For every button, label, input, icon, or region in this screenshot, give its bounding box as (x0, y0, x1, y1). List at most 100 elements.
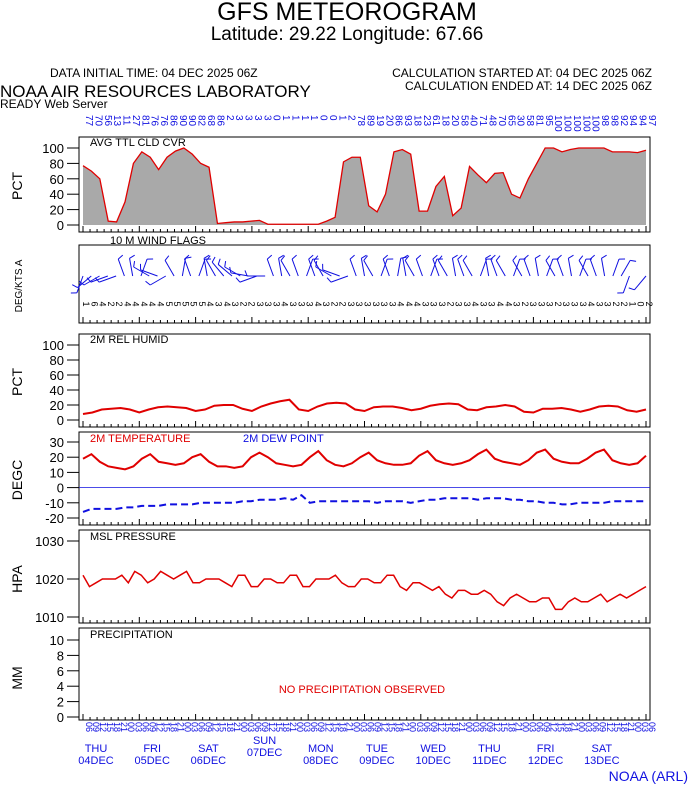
cloud-top-label: 18 (411, 115, 422, 127)
wind-barb-flag (556, 254, 562, 260)
wind-barb (382, 258, 390, 277)
hour-label: 00 (577, 722, 587, 732)
wind-barb-flag (578, 255, 584, 261)
wind-speed-label: 3 (561, 301, 571, 306)
hour-label: 21 (344, 722, 354, 732)
wind-barb (437, 260, 448, 277)
y-axis-label: DEG/KTS A (14, 259, 25, 312)
wind-barb-flag (363, 255, 368, 261)
cloud-top-label: 1 (280, 115, 291, 121)
wind-speed-label: 3 (288, 301, 298, 306)
cloud-top-label: 0 (318, 115, 329, 121)
wind-speed-label: 4 (147, 301, 157, 306)
calc-started: CALCULATION STARTED AT: 04 DEC 2025 06Z (392, 66, 652, 80)
wind-barb (315, 266, 332, 277)
y-axis-label: PCT (9, 368, 25, 396)
hour-label: 09 (373, 722, 383, 732)
wind-barb-flag (361, 254, 367, 259)
wind-speed-label: 0 (636, 301, 646, 306)
page-title: GFS METEOROGRAM (217, 0, 477, 26)
wind-speed-label: 3 (420, 301, 430, 306)
y-tick-label: 6 (57, 664, 64, 679)
wind-barb-flag (86, 277, 92, 283)
y-tick-label: 100 (42, 141, 64, 156)
wind-speed-label: 3 (437, 301, 447, 306)
wind-barb-flag (495, 255, 501, 261)
wind-speed-label: 2 (611, 301, 621, 306)
hour-label: 09 (204, 722, 214, 732)
wind-speed-label: 3 (454, 301, 464, 306)
wind-speed-label: 5 (172, 301, 182, 306)
hour-label: 18 (506, 722, 516, 732)
cloud-top-label: 20 (383, 115, 394, 127)
wind-barb (291, 258, 299, 277)
wind-barb-flag (206, 255, 211, 261)
wind-barb-flag (313, 255, 319, 261)
wind-speed-label: 5 (197, 301, 207, 306)
wind-speed-label: 4 (280, 301, 290, 306)
hour-label: 18 (337, 722, 347, 732)
wind-speed-label: 6 (89, 301, 99, 306)
cloud-top-label: 76 (149, 115, 160, 127)
wind-barb (203, 258, 208, 277)
cloud-top-label: 100 (590, 115, 601, 132)
wind-speed-label: 5 (180, 301, 190, 306)
hour-label: 15 (105, 722, 115, 732)
wind-barb (278, 258, 283, 277)
wind-barb (90, 275, 109, 283)
hour-label: 15 (330, 722, 340, 732)
wind-speed-label: 4 (404, 301, 414, 306)
cloud-top-label: 89 (365, 115, 376, 127)
wind-barb (360, 258, 365, 277)
y-tick-label: 0 (57, 710, 64, 725)
date-label: 04DEC (78, 755, 114, 767)
wind-barb-flag (545, 255, 551, 261)
wind-barb-flag (129, 254, 135, 259)
wind-speed-label: 3 (213, 301, 223, 306)
day-of-week-label: SUN (253, 735, 276, 747)
hour-label: 06 (253, 722, 263, 732)
cloud-top-label: 86 (393, 115, 404, 127)
wind-barb-flag (462, 255, 468, 261)
y-tick-label: 30 (50, 435, 64, 450)
hour-label: 12 (267, 722, 277, 732)
wind-barb-flag (326, 277, 332, 283)
wind-speed-label: 5 (189, 301, 199, 306)
panel-title: PRECIPITATION (90, 629, 173, 641)
wind-speed-label: 4 (205, 301, 215, 306)
date-label: 09DEC (359, 755, 395, 767)
wind-barb (77, 275, 92, 288)
wind-barb-flag (217, 258, 221, 265)
panel-title: 2M REL HUMID (90, 334, 168, 346)
hour-label: 06 (422, 722, 432, 732)
wind-speed-label: 3 (263, 301, 273, 306)
wind-speed-label: 3 (478, 301, 488, 306)
y-tick-label: 1010 (35, 610, 64, 625)
cloud-top-label: 82 (196, 115, 207, 127)
wind-speed-label: 4 (470, 301, 480, 306)
cloud-top-label: 98 (608, 115, 619, 127)
cloud-top-label: 100 (580, 115, 591, 132)
wind-speed-label: 4 (586, 301, 596, 306)
wind-speed-label: 3 (528, 301, 538, 306)
cloud-top-label: 93 (402, 115, 413, 127)
y-tick-label: 60 (50, 172, 64, 187)
y-tick-label: 40 (50, 383, 64, 398)
cloud-top-label: 19 (374, 115, 385, 127)
footer-credit: NOAA (ARL) (608, 768, 688, 784)
wind-speed-label: 2 (247, 301, 257, 306)
wind-barb (600, 258, 606, 277)
date-label: 12DEC (528, 755, 564, 767)
y-tick-label: 0 (57, 413, 64, 428)
hour-label: 21 (401, 722, 411, 732)
hour-label: 18 (394, 722, 404, 732)
y-tick-label: 20 (50, 450, 64, 465)
wind-barb-flag (402, 254, 409, 259)
cloud-top-label: 81 (533, 115, 544, 127)
day-of-week-label: THU (85, 743, 108, 755)
cloud-top-label: 71 (477, 115, 488, 127)
wind-speed-label: 3 (569, 301, 579, 306)
wind-barb-flag (490, 254, 496, 260)
y-tick-label: 80 (50, 353, 64, 368)
wind-barb-flag (224, 260, 227, 268)
